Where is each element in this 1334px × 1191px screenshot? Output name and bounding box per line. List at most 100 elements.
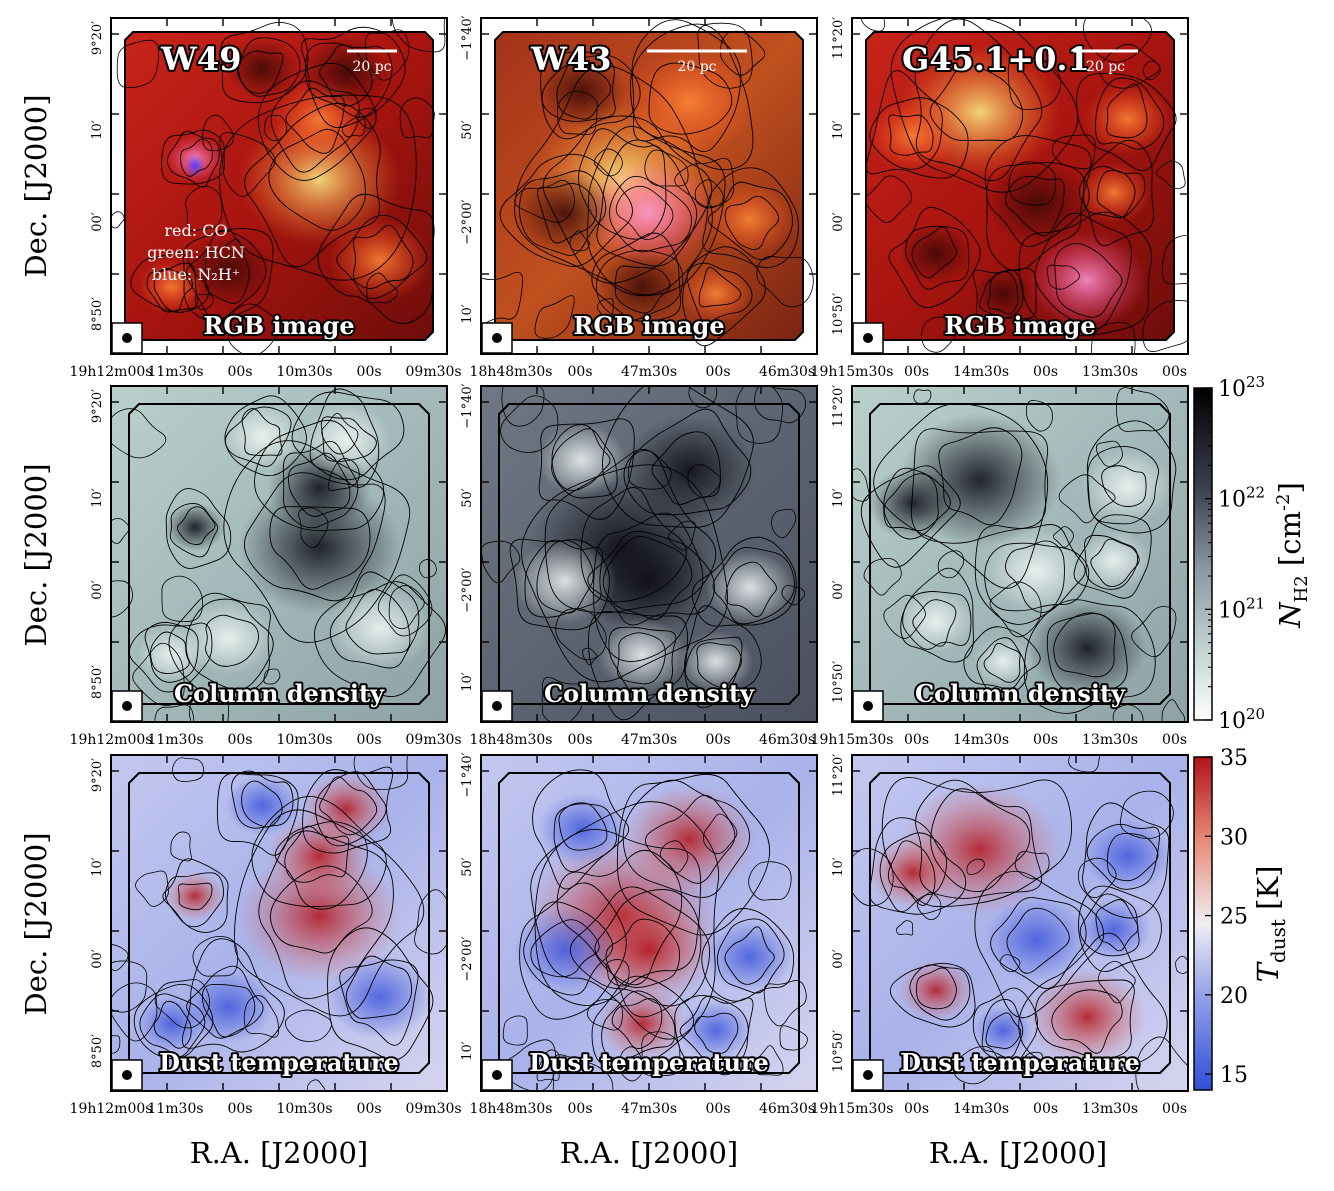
y-tick-label: −1°40′ bbox=[460, 383, 475, 428]
panel-rgb-1: RGB image W49 20 pc red: CO green: HCN blue: … bbox=[70, 17, 462, 380]
row-label: RGB image bbox=[203, 311, 354, 340]
x-tick-label: 47m30s bbox=[621, 364, 677, 380]
y-tick-label: 50′ bbox=[460, 488, 475, 508]
y-tick-label: 8°50′ bbox=[90, 1034, 105, 1068]
x-tick-label: 11m30s bbox=[147, 732, 203, 748]
colorbar-density-tick: 1021 bbox=[1218, 594, 1265, 623]
y-tick-label: 00′ bbox=[90, 212, 105, 232]
x-tick-label: 00s bbox=[568, 732, 593, 748]
x-tick-label: 46m30s bbox=[759, 364, 815, 380]
x-tick-label: 00s bbox=[228, 732, 253, 748]
y-tick-label: 10′ bbox=[90, 120, 105, 140]
beam-marker bbox=[492, 333, 502, 343]
x-tick-label: 14m30s bbox=[953, 364, 1009, 380]
x-tick-label: 13m30s bbox=[1082, 1101, 1138, 1117]
x-tick-label: 00s bbox=[1033, 1101, 1058, 1117]
x-tick-label: 10m30s bbox=[276, 1101, 332, 1117]
x-tick-label: 00s bbox=[706, 1101, 731, 1117]
panel-title: W49 bbox=[160, 40, 241, 78]
y-tick-label: 8°50′ bbox=[90, 665, 105, 699]
beam-marker bbox=[122, 701, 132, 711]
x-tick-label: 00s bbox=[904, 732, 929, 748]
row-label: Column density bbox=[544, 679, 755, 708]
y-tick-label: 10′ bbox=[831, 120, 846, 140]
y-tick-label: 10°50′ bbox=[831, 293, 846, 336]
x-tick-label: 00s bbox=[228, 364, 253, 380]
y-tick-label: 9°20′ bbox=[90, 758, 105, 792]
x-tick-label: 18h48m30s bbox=[470, 732, 553, 748]
y-tick-label: 10′ bbox=[460, 672, 475, 692]
colorbar-density-label: NH2 [cm-2] bbox=[1273, 482, 1312, 629]
beam-marker bbox=[492, 701, 502, 711]
x-tick-label: 13m30s bbox=[1082, 732, 1138, 748]
y-tick-label: −1°40′ bbox=[460, 15, 475, 60]
x-tick-label: 09m30s bbox=[406, 364, 462, 380]
x-tick-label: 00s bbox=[706, 364, 731, 380]
y-tick-label: 11°20′ bbox=[831, 385, 846, 428]
x-tick-label: 19h12m00s bbox=[70, 732, 153, 748]
y-axis-label: Dec. [J2000] bbox=[19, 94, 53, 277]
panel-rgb-3: RGB image G45.1+0.120 pc 19h15m30s 00s 14m30… bbox=[811, 17, 1189, 380]
x-tick-label: 14m30s bbox=[953, 732, 1009, 748]
beam-marker bbox=[492, 1070, 502, 1080]
x-tick-label: 00s bbox=[568, 1101, 593, 1117]
y-tick-label: 00′ bbox=[90, 580, 105, 600]
x-tick-label: 00s bbox=[1162, 364, 1187, 380]
y-axis-label: Dec. [J2000] bbox=[19, 832, 53, 1015]
y-tick-label: −2°00′ bbox=[460, 199, 475, 244]
colorbar-temperature-label: Tdust [K] bbox=[1251, 866, 1290, 983]
y-tick-label: 10′ bbox=[460, 304, 475, 324]
x-tick-label: 46m30s bbox=[759, 1101, 815, 1117]
y-tick-label: 00′ bbox=[831, 212, 846, 232]
x-tick-label: 00s bbox=[1162, 1101, 1187, 1117]
y-tick-label: −1°40′ bbox=[460, 752, 475, 797]
colorbar-temperature bbox=[1193, 756, 1213, 1091]
y-tick-label: 10′ bbox=[831, 857, 846, 877]
x-tick-label: 00s bbox=[1162, 732, 1187, 748]
x-tick-label: 19h12m00s bbox=[70, 364, 153, 380]
row-label: Column density bbox=[915, 679, 1126, 708]
y-tick-label: 8°50′ bbox=[90, 297, 105, 331]
y-tick-label: 10°50′ bbox=[831, 1030, 846, 1073]
y-tick-label: 50′ bbox=[460, 120, 475, 140]
scale-bar-label: 20 pc bbox=[1086, 59, 1125, 75]
panel-dens-2: Column density 18h48m30s 00s 47m30s 00s 46m30… bbox=[460, 383, 818, 748]
x-axis-label: R.A. [J2000] bbox=[190, 1136, 369, 1170]
x-tick-label: 00s bbox=[904, 1101, 929, 1117]
y-tick-label: 00′ bbox=[831, 949, 846, 969]
scale-bar-label: 20 pc bbox=[677, 59, 716, 75]
y-tick-label: 00′ bbox=[831, 580, 846, 600]
x-tick-label: 19h15m30s bbox=[811, 364, 894, 380]
row-label: RGB image bbox=[573, 311, 724, 340]
x-tick-label: 18h48m30s bbox=[470, 364, 553, 380]
x-tick-label: 10m30s bbox=[276, 364, 332, 380]
row-label: Dust temperature bbox=[159, 1048, 399, 1077]
x-tick-label: 14m30s bbox=[953, 1101, 1009, 1117]
y-tick-label: 00′ bbox=[90, 949, 105, 969]
beam-marker bbox=[863, 701, 873, 711]
y-tick-label: 10′ bbox=[90, 488, 105, 508]
y-tick-label: 10′ bbox=[831, 488, 846, 508]
panel-title: W43 bbox=[530, 40, 611, 78]
x-tick-label: 47m30s bbox=[621, 732, 677, 748]
x-tick-label: 11m30s bbox=[147, 1101, 203, 1117]
colorbar-density-tick: 1023 bbox=[1218, 373, 1265, 402]
x-tick-label: 13m30s bbox=[1082, 364, 1138, 380]
x-tick-label: 00s bbox=[228, 1101, 253, 1117]
scale-bar-label: 20 pc bbox=[352, 59, 391, 75]
x-tick-label: 09m30s bbox=[406, 732, 462, 748]
panel-rgb-2: RGB image W43 20 pc 18h48m30s 00s 47m30s 00s 46… bbox=[460, 15, 818, 380]
row-label: RGB image bbox=[944, 311, 1095, 340]
x-tick-label: 00s bbox=[1033, 364, 1058, 380]
x-tick-label: 00s bbox=[357, 364, 382, 380]
x-tick-label: 18h48m30s bbox=[470, 1101, 553, 1117]
beam-marker bbox=[863, 333, 873, 343]
x-tick-label: 00s bbox=[568, 364, 593, 380]
x-tick-label: 19h15m30s bbox=[811, 1101, 894, 1117]
panel-temp-2: Dust temperature 18h48m30s 00s 47m30s 00s 46m… bbox=[460, 752, 818, 1117]
y-tick-label: 9°20′ bbox=[90, 21, 105, 55]
colorbar-temperature-tick: 25 bbox=[1220, 905, 1248, 930]
y-tick-label: 10′ bbox=[90, 857, 105, 877]
